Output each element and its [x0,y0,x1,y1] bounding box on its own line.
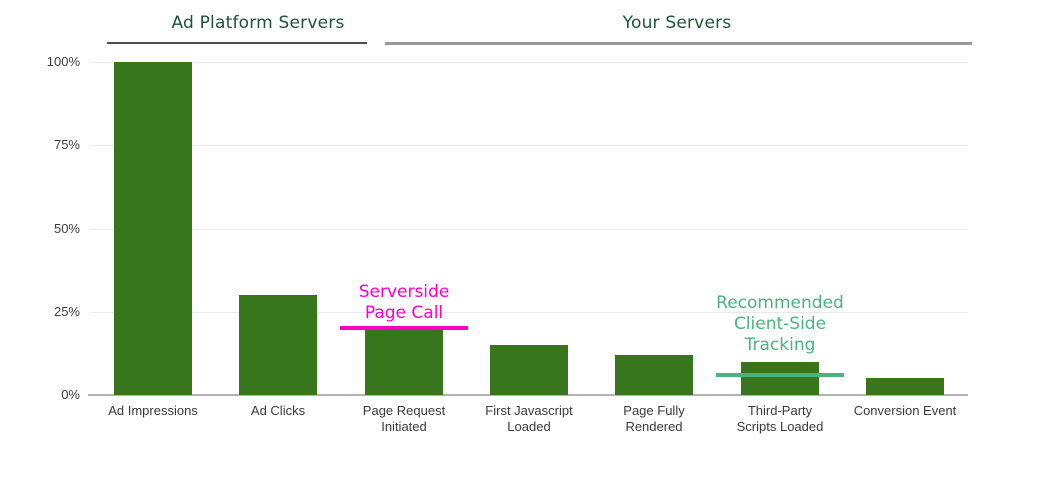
annotation-line-recommended-client-side-tracking [716,373,844,377]
section-title-your-servers: Your Servers [622,13,732,33]
y-tick-label-100%: 100% [46,54,80,69]
y-tick-label-0%: 0% [61,387,80,402]
gridline-100% [90,62,968,63]
gridline-25% [90,312,968,313]
y-tick-label-75%: 75% [53,137,80,152]
bar-conversion-event [866,378,944,395]
gridline-50% [90,229,968,230]
bar-page-request-initiated [365,328,443,395]
y-tick-label-25%: 25% [53,304,80,319]
x-label-ad-impressions: Ad Impressions [108,403,198,418]
x-label-third-party-scripts-loaded: Third-Party Scripts Loaded [736,403,824,434]
section-title-ad-platform-servers: Ad Platform Servers [171,13,345,33]
x-label-page-request-initiated: Page Request Initiated [362,403,446,434]
bar-ad-impressions [114,62,192,395]
x-label-conversion-event: Conversion Event [853,403,957,418]
annotation-text-serverside-page-call: Serverside Page Call [358,282,450,323]
y-tick-label-50%: 50% [53,221,80,236]
x-axis-line [88,394,968,396]
section-underline-your-servers [385,42,972,45]
bar-ad-clicks [239,295,317,395]
x-label-first-javascript-loaded: First Javascript Loaded [485,403,573,434]
x-label-ad-clicks: Ad Clicks [250,403,306,418]
section-underline-ad-platform-servers [107,42,367,44]
bar-first-javascript-loaded [490,345,568,395]
bar-third-party-scripts-loaded [741,362,819,395]
x-label-page-fully-rendered: Page Fully Rendered [623,403,685,434]
bar-page-fully-rendered [615,355,693,395]
annotation-line-serverside-page-call [340,326,468,330]
gridline-75% [90,145,968,146]
annotation-text-recommended-client-side-tracking: Recommended Client-Side Tracking [716,293,844,355]
